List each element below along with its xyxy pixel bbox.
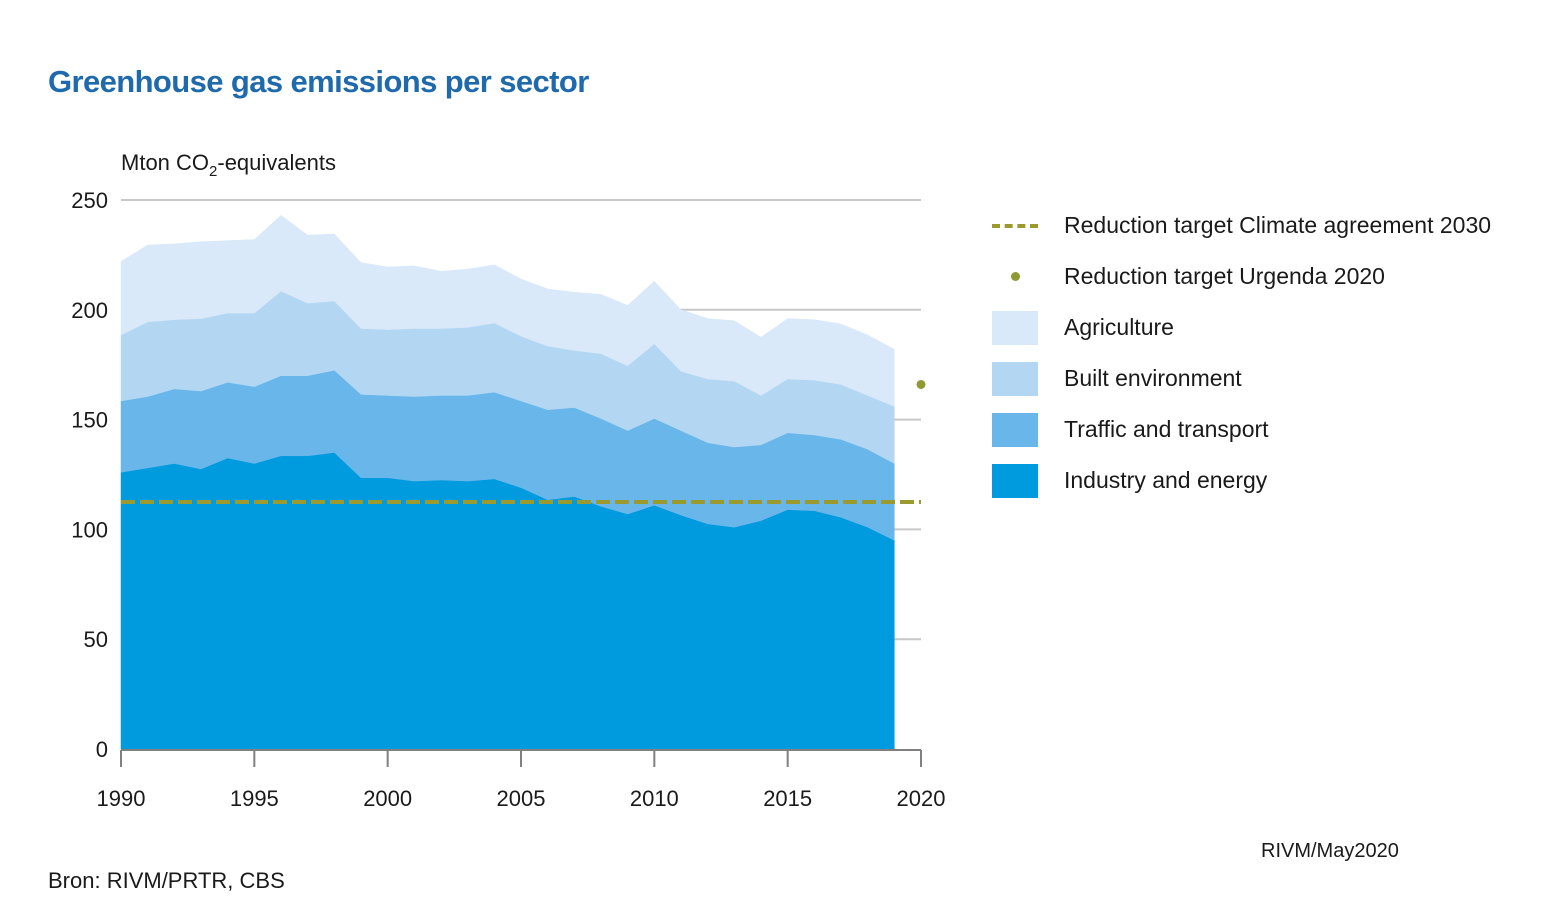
y-tick-label: 50 <box>84 627 108 652</box>
x-tick-label: 2010 <box>630 786 679 811</box>
reference-marks <box>121 379 926 504</box>
legend-symbol <box>992 463 1038 498</box>
legend-symbol <box>992 310 1038 345</box>
legend-symbol <box>992 412 1038 447</box>
legend-label: Reduction target Urgenda 2020 <box>1064 263 1385 289</box>
legend-label: Agriculture <box>1064 314 1174 340</box>
color-swatch-icon <box>992 412 1038 447</box>
stacked-areas <box>120 215 895 750</box>
reference-point-urgenda <box>916 379 926 389</box>
legend-label: Traffic and transport <box>1064 416 1269 442</box>
legend-symbol <box>992 260 1038 294</box>
color-swatch-icon <box>992 463 1038 498</box>
x-tick-label: 2015 <box>763 786 812 811</box>
legend-label: Industry and energy <box>1064 467 1268 493</box>
y-tick-label: 200 <box>71 298 108 323</box>
y-tick-label: 150 <box>71 408 108 433</box>
legend-label: Built environment <box>1064 365 1242 391</box>
source-note: Bron: RIVM/PRTR, CBS <box>48 868 285 893</box>
chart-title: Greenhouse gas emissions per sector <box>48 64 589 99</box>
x-tick-label: 2020 <box>897 786 946 811</box>
legend-symbol <box>992 209 1038 243</box>
color-swatch-icon <box>992 310 1038 345</box>
legend-label: Reduction target Climate agreement 2030 <box>1064 212 1492 238</box>
dashed-line-icon <box>992 223 1038 228</box>
legend: Reduction target Climate agreement 2030 R… <box>992 200 1491 506</box>
legend-item: Traffic and transport <box>992 404 1491 455</box>
dot-icon <box>1010 272 1020 281</box>
y-tick-label: 0 <box>96 737 108 762</box>
y-tick-label: 250 <box>71 188 108 213</box>
legend-item: Reduction target Climate agreement 2030 <box>992 200 1491 251</box>
legend-item: Industry and energy <box>992 455 1491 506</box>
y-tick-label: 100 <box>71 517 108 542</box>
x-tick-label: 2005 <box>497 786 546 811</box>
area-agriculture <box>120 215 895 407</box>
x-tick-label: 1990 <box>97 786 146 811</box>
legend-item: Reduction target Urgenda 2020 <box>992 251 1491 302</box>
y-axis-label-subscript: 2 <box>209 163 218 180</box>
legend-item: Agriculture <box>992 302 1491 353</box>
y-axis-label-main: Mton CO <box>121 150 210 175</box>
legend-symbol <box>992 361 1038 396</box>
axes: 0 50 100 150 200 250 1990 1995 2000 2005 2010 2015 2… <box>71 188 945 811</box>
x-tick-label: 1995 <box>230 786 279 811</box>
credit-note: RIVM/May2020 <box>1261 840 1399 862</box>
legend-item: Built environment <box>992 353 1491 404</box>
x-tick-label: 2000 <box>363 786 412 811</box>
color-swatch-icon <box>992 361 1038 396</box>
y-axis-label-suffix: -equivalents <box>217 150 337 175</box>
y-axis-label: Mton CO2-equivalents <box>121 150 336 180</box>
